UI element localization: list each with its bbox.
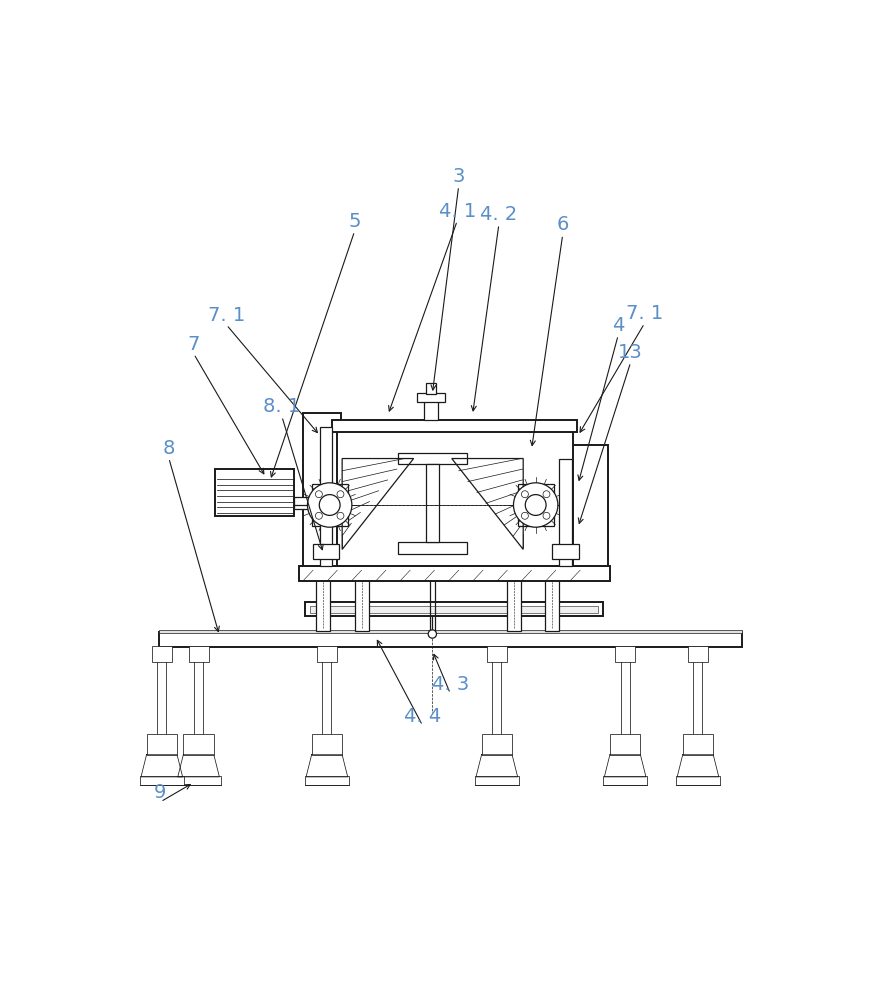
Bar: [337, 427, 572, 566]
Bar: [609, 734, 640, 755]
Bar: [309, 606, 597, 613]
Circle shape: [308, 483, 351, 527]
Bar: [481, 734, 511, 755]
Bar: [293, 497, 313, 509]
Text: 4. 3: 4. 3: [431, 675, 468, 694]
Bar: [183, 734, 214, 755]
Bar: [426, 464, 438, 542]
Bar: [569, 445, 607, 566]
Circle shape: [337, 512, 343, 519]
Circle shape: [315, 491, 322, 498]
Circle shape: [319, 495, 340, 515]
Bar: [603, 776, 646, 785]
Text: 3: 3: [452, 167, 464, 186]
Bar: [311, 484, 347, 526]
Bar: [316, 534, 330, 631]
Bar: [147, 734, 177, 755]
Bar: [682, 734, 713, 755]
Text: 7: 7: [188, 335, 199, 354]
Bar: [397, 542, 467, 554]
Text: 9: 9: [154, 783, 166, 802]
Bar: [176, 776, 221, 785]
Bar: [486, 646, 506, 662]
Bar: [517, 484, 553, 526]
Bar: [544, 534, 559, 631]
Circle shape: [427, 630, 436, 638]
Bar: [159, 630, 741, 633]
Text: 4. 4: 4. 4: [403, 707, 441, 726]
Bar: [507, 534, 520, 631]
Text: 13: 13: [618, 343, 643, 362]
Bar: [215, 469, 294, 516]
Bar: [139, 776, 184, 785]
Text: 7. 1: 7. 1: [207, 306, 245, 325]
Text: 5: 5: [348, 212, 360, 231]
Bar: [332, 420, 577, 432]
Text: 4. 2: 4. 2: [480, 205, 517, 224]
Bar: [559, 459, 571, 566]
Bar: [675, 776, 720, 785]
Circle shape: [543, 491, 549, 498]
Circle shape: [543, 512, 549, 519]
Circle shape: [315, 512, 322, 519]
Circle shape: [513, 483, 557, 527]
Bar: [152, 646, 172, 662]
Bar: [354, 534, 368, 631]
Bar: [417, 393, 444, 402]
Bar: [302, 413, 341, 566]
Bar: [159, 632, 741, 647]
Text: 4. 1: 4. 1: [438, 202, 476, 221]
Bar: [397, 453, 467, 464]
Circle shape: [521, 512, 527, 519]
Bar: [614, 646, 635, 662]
Bar: [311, 734, 342, 755]
Text: 8. 1: 8. 1: [263, 397, 300, 416]
Bar: [687, 646, 707, 662]
Circle shape: [521, 491, 527, 498]
Text: 8: 8: [163, 439, 174, 458]
Bar: [304, 602, 603, 616]
Text: 4: 4: [611, 316, 624, 335]
Bar: [313, 544, 339, 559]
Text: 6: 6: [556, 215, 569, 234]
Bar: [424, 401, 437, 420]
Bar: [304, 776, 349, 785]
Circle shape: [337, 491, 343, 498]
Text: 7. 1: 7. 1: [625, 304, 662, 323]
Bar: [552, 544, 578, 559]
Bar: [299, 566, 609, 581]
Bar: [426, 383, 435, 394]
Bar: [319, 427, 332, 566]
Bar: [316, 646, 336, 662]
Circle shape: [525, 495, 545, 515]
Bar: [474, 776, 519, 785]
Bar: [189, 646, 208, 662]
